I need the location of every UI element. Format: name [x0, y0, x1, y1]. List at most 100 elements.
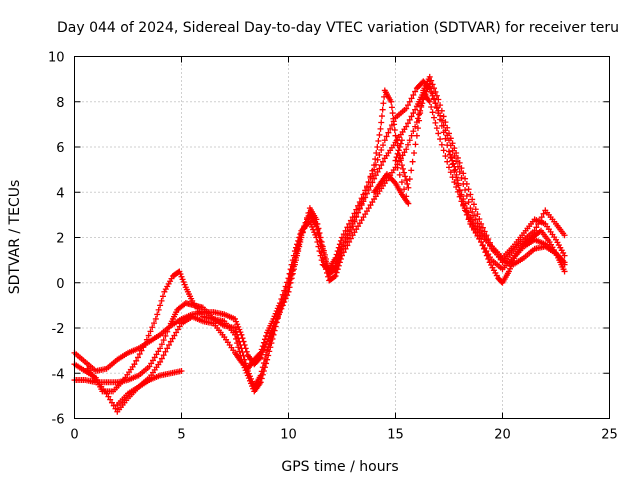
- data-point: [287, 275, 294, 282]
- data-point: [456, 159, 463, 166]
- data-point: [389, 110, 396, 117]
- data-point: [369, 167, 376, 174]
- data-point: [335, 244, 342, 251]
- data-point: [378, 162, 385, 169]
- data-point: [108, 399, 115, 406]
- data-point: [397, 140, 404, 147]
- data-point: [142, 340, 149, 347]
- y-tick-label: 0: [56, 277, 64, 292]
- data-point: [347, 217, 354, 224]
- y-tick-label: 6: [56, 141, 64, 156]
- data-point: [107, 396, 114, 403]
- data-point: [404, 141, 411, 148]
- data-point: [136, 351, 143, 358]
- data-point: [447, 169, 454, 176]
- data-point: [335, 255, 342, 262]
- data-point: [378, 147, 385, 154]
- data-point: [294, 250, 301, 257]
- data-point: [472, 206, 479, 213]
- data-point: [404, 120, 411, 127]
- data-point: [239, 349, 246, 356]
- data-point: [149, 357, 156, 364]
- data-point: [313, 223, 320, 230]
- y-tick-label: 2: [56, 232, 64, 247]
- data-point: [396, 171, 403, 178]
- data-point: [401, 149, 408, 156]
- data-point: [453, 171, 460, 178]
- data-point: [282, 291, 289, 298]
- data-point: [276, 300, 283, 307]
- data-point: [297, 236, 304, 243]
- data-point: [442, 135, 449, 142]
- data-point: [295, 245, 302, 252]
- data-point: [444, 158, 451, 165]
- data-point: [143, 336, 150, 343]
- x-tick-label: 0: [70, 428, 78, 443]
- data-point: [383, 133, 390, 140]
- data-point: [469, 208, 476, 215]
- data-point: [373, 150, 380, 157]
- data-point: [158, 341, 165, 348]
- data-point: [234, 340, 241, 347]
- data-point: [531, 227, 538, 234]
- data-point: [324, 262, 331, 269]
- data-point: [317, 252, 324, 259]
- data-point: [406, 116, 413, 123]
- data-point: [391, 121, 398, 128]
- data-point: [470, 225, 477, 232]
- data-point: [379, 106, 386, 113]
- data-point: [268, 340, 275, 347]
- data-point: [483, 232, 490, 239]
- data-point: [365, 205, 372, 212]
- data-point: [315, 243, 322, 250]
- data-point: [237, 352, 244, 359]
- data-point: [397, 157, 404, 164]
- data-point: [414, 125, 421, 132]
- data-point: [317, 238, 324, 245]
- data-point: [438, 107, 445, 114]
- data-point: [440, 147, 447, 154]
- data-point: [276, 306, 283, 313]
- data-point: [314, 226, 321, 233]
- data-point: [417, 110, 424, 117]
- data-point: [353, 206, 360, 213]
- data-point: [235, 344, 242, 351]
- data-point: [363, 184, 370, 191]
- data-point: [428, 77, 435, 84]
- data-point: [388, 104, 395, 111]
- data-point: [166, 341, 173, 348]
- data-point: [299, 228, 306, 235]
- data-point: [410, 110, 417, 117]
- data-point: [155, 348, 162, 355]
- data-point: [402, 173, 409, 180]
- data-point: [176, 323, 183, 330]
- data-point: [412, 141, 419, 148]
- data-point: [533, 224, 540, 231]
- data-point: [167, 338, 174, 345]
- y-tick-label: -2: [52, 322, 65, 337]
- data-point: [285, 284, 292, 291]
- data-point: [151, 354, 158, 361]
- data-point: [353, 214, 360, 221]
- data-point: [405, 200, 412, 207]
- y-tick-label: 4: [56, 186, 64, 201]
- data-point: [316, 234, 323, 241]
- data-point: [344, 234, 351, 241]
- data-point: [398, 137, 405, 144]
- series-trace-6: [371, 137, 412, 207]
- data-point: [416, 117, 423, 124]
- data-point: [301, 225, 308, 232]
- x-tick-label: 25: [601, 428, 618, 443]
- data-point: [153, 351, 160, 358]
- data-point: [410, 91, 417, 98]
- data-point: [273, 319, 280, 326]
- data-point: [149, 324, 156, 331]
- data-point: [346, 239, 353, 246]
- data-point: [164, 345, 171, 352]
- data-point: [282, 283, 289, 290]
- data-point: [474, 211, 481, 218]
- data-point: [233, 328, 240, 335]
- data-point: [157, 345, 164, 352]
- data-point: [133, 357, 140, 364]
- data-point: [538, 214, 545, 221]
